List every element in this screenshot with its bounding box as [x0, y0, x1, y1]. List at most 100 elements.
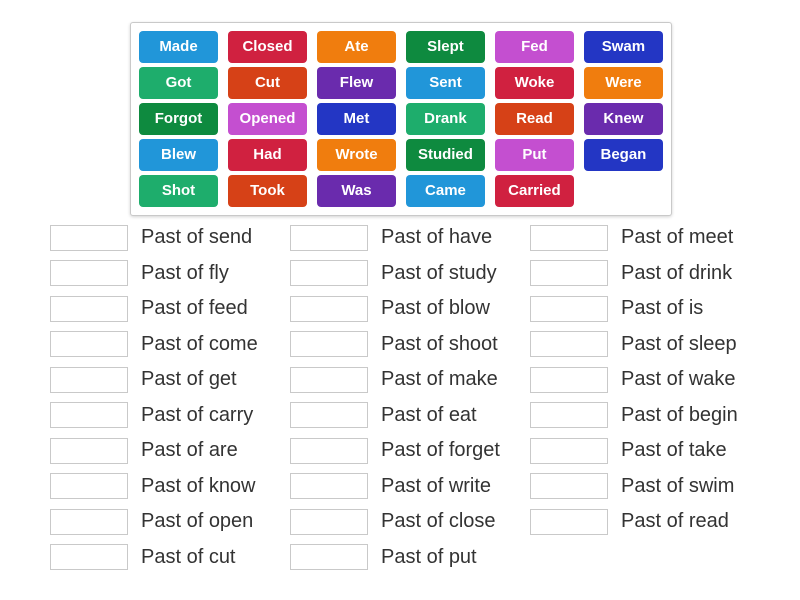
word-bank-tiles: Made Closed Ate Slept Fed Swam Got Cut Flew Sent W…	[139, 31, 663, 207]
answer-row: Past of begin	[530, 398, 770, 434]
answer-row: Past of is	[530, 291, 770, 327]
answer-label: Past of get	[141, 368, 237, 391]
answer-label: Past of know	[141, 474, 256, 497]
answer-row: Past of cut	[50, 540, 290, 576]
answer-slot[interactable]	[290, 260, 368, 287]
answer-slot[interactable]	[50, 295, 128, 322]
answer-slot[interactable]	[50, 224, 128, 251]
word-tile-began[interactable]: Began	[583, 139, 663, 171]
word-tile-were[interactable]: Were	[583, 67, 663, 99]
word-tile-opened[interactable]: Opened	[227, 103, 307, 135]
answer-area: Past of send Past of fly Past of feed Past …	[50, 220, 770, 575]
answer-row: Past of feed	[50, 291, 290, 327]
answer-label: Past of begin	[621, 403, 738, 426]
answer-slot[interactable]	[290, 331, 368, 358]
answer-slot[interactable]	[50, 473, 128, 500]
answer-slot[interactable]	[530, 437, 608, 464]
answer-slot[interactable]	[50, 402, 128, 429]
answer-column-3: Past of meet Past of drink Past of is Past …	[530, 220, 770, 575]
answer-slot[interactable]	[50, 508, 128, 535]
answer-label: Past of sleep	[621, 332, 737, 355]
word-tile-flew[interactable]: Flew	[316, 67, 396, 99]
answer-row: Past of make	[290, 362, 530, 398]
answer-label: Past of blow	[381, 297, 490, 320]
word-tile-came[interactable]: Came	[405, 175, 485, 207]
answer-row: Past of have	[290, 220, 530, 256]
answer-label: Past of read	[621, 510, 729, 533]
answer-row: Past of blow	[290, 291, 530, 327]
answer-row: Past of open	[50, 504, 290, 540]
word-tile-got[interactable]: Got	[139, 67, 218, 99]
answer-row: Past of know	[50, 469, 290, 505]
answer-label: Past of study	[381, 261, 497, 284]
answer-row: Past of put	[290, 540, 530, 576]
answer-slot[interactable]	[530, 295, 608, 322]
answer-label: Past of cut	[141, 545, 236, 568]
answer-slot[interactable]	[50, 260, 128, 287]
answer-slot[interactable]	[530, 331, 608, 358]
answer-slot[interactable]	[530, 366, 608, 393]
answer-label: Past of open	[141, 510, 254, 533]
answer-row: Past of carry	[50, 398, 290, 434]
answer-slot[interactable]	[290, 437, 368, 464]
word-tile-carried[interactable]: Carried	[494, 175, 574, 207]
word-tile-wrote[interactable]: Wrote	[316, 139, 396, 171]
answer-row: Past of read	[530, 504, 770, 540]
word-tile-fed[interactable]: Fed	[494, 31, 574, 63]
answer-label: Past of meet	[621, 226, 734, 249]
answer-slot[interactable]	[50, 544, 128, 571]
word-tile-was[interactable]: Was	[316, 175, 396, 207]
word-tile-studied[interactable]: Studied	[405, 139, 485, 171]
answer-label: Past of come	[141, 332, 258, 355]
answer-slot[interactable]	[290, 224, 368, 251]
word-tile-shot[interactable]: Shot	[139, 175, 218, 207]
word-tile-closed[interactable]: Closed	[227, 31, 307, 63]
answer-label: Past of write	[381, 474, 492, 497]
word-tile-took[interactable]: Took	[227, 175, 307, 207]
answer-slot[interactable]	[290, 402, 368, 429]
word-tile-swam[interactable]: Swam	[583, 31, 663, 63]
answer-slot[interactable]	[290, 295, 368, 322]
answer-slot[interactable]	[290, 366, 368, 393]
word-tile-drank[interactable]: Drank	[405, 103, 485, 135]
answer-column-2: Past of have Past of study Past of blow Pas…	[290, 220, 530, 575]
word-bank-panel: Made Closed Ate Slept Fed Swam Got Cut Flew Sent W…	[130, 22, 672, 216]
word-tile-knew[interactable]: Knew	[583, 103, 663, 135]
answer-slot[interactable]	[290, 508, 368, 535]
answer-row: Past of study	[290, 256, 530, 292]
word-tile-slept[interactable]: Slept	[405, 31, 485, 63]
answer-label: Past of take	[621, 439, 727, 462]
word-tile-made[interactable]: Made	[139, 31, 218, 63]
word-tile-read[interactable]: Read	[494, 103, 574, 135]
answer-slot[interactable]	[290, 544, 368, 571]
word-tile-had[interactable]: Had	[227, 139, 307, 171]
answer-row: Past of meet	[530, 220, 770, 256]
answer-label: Past of feed	[141, 297, 248, 320]
word-tile-sent[interactable]: Sent	[405, 67, 485, 99]
word-tile-ate[interactable]: Ate	[316, 31, 396, 63]
answer-row: Past of close	[290, 504, 530, 540]
answer-slot[interactable]	[530, 224, 608, 251]
answer-slot[interactable]	[50, 437, 128, 464]
word-tile-cut[interactable]: Cut	[227, 67, 307, 99]
answer-slot[interactable]	[530, 473, 608, 500]
answer-row: Past of wake	[530, 362, 770, 398]
answer-label: Past of swim	[621, 474, 735, 497]
answer-row: Past of drink	[530, 256, 770, 292]
answer-slot[interactable]	[50, 366, 128, 393]
answer-slot[interactable]	[530, 402, 608, 429]
answer-row: Past of sleep	[530, 327, 770, 363]
answer-slot[interactable]	[290, 473, 368, 500]
answer-slot[interactable]	[530, 260, 608, 287]
answer-row: Past of fly	[50, 256, 290, 292]
answer-row: Past of come	[50, 327, 290, 363]
answer-slot[interactable]	[530, 508, 608, 535]
answer-label: Past of drink	[621, 261, 733, 284]
word-tile-met[interactable]: Met	[316, 103, 396, 135]
word-tile-blew[interactable]: Blew	[139, 139, 218, 171]
answer-label: Past of shoot	[381, 332, 498, 355]
word-tile-woke[interactable]: Woke	[494, 67, 574, 99]
answer-slot[interactable]	[50, 331, 128, 358]
word-tile-put[interactable]: Put	[494, 139, 574, 171]
word-tile-forgot[interactable]: Forgot	[139, 103, 218, 135]
